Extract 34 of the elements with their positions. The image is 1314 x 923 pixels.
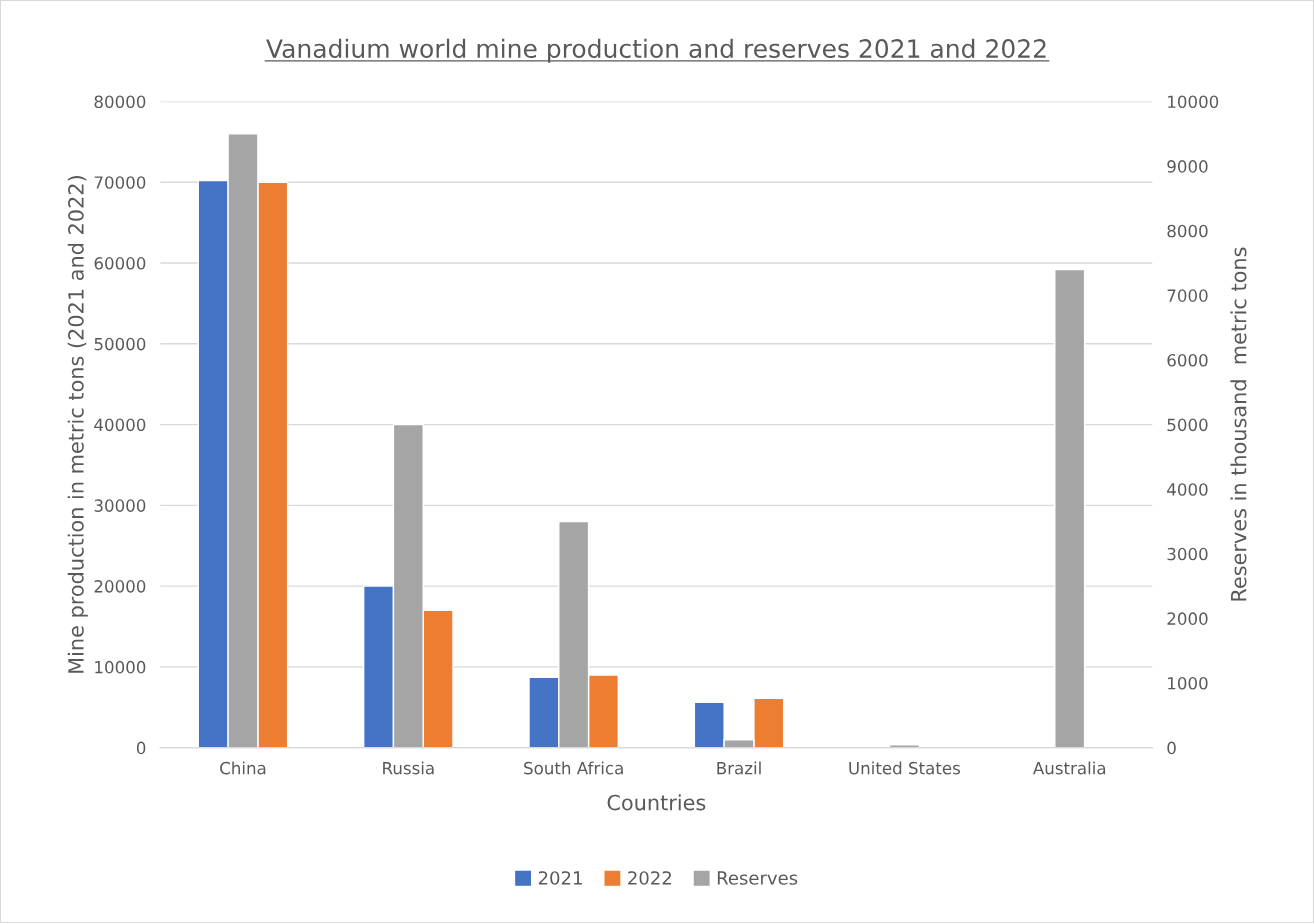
y-tick-label: 30000 [94, 499, 146, 512]
y-axis-title: Mine production in metric tons (2021 and 2022) [67, 176, 88, 673]
legend-label: Reserves [717, 871, 798, 885]
y2-tick-label: 2000 [1167, 612, 1208, 625]
legend-label: 2021 [538, 871, 582, 885]
y2-tick-label: 10000 [1168, 95, 1219, 109]
y2-tick-label: 3000 [1167, 547, 1208, 561]
y-tick-label: 0 [136, 741, 146, 755]
y-tick-label: 40000 [94, 418, 146, 432]
x-tick-label: United States [849, 761, 960, 775]
chart-title: Vanadium world mine production and reserves 2021 and 2022 [266, 38, 1046, 63]
x-tick-label: South Africa [524, 761, 623, 775]
y-tick-label: 80000 [94, 95, 146, 109]
y-tick-label: 70000 [94, 176, 146, 189]
x-axis-title: Countries [607, 794, 706, 811]
y2-tick-label: 0 [1167, 741, 1176, 755]
y2-tick-label: 1000 [1168, 676, 1208, 690]
y2-tick-label: 9000 [1167, 160, 1208, 173]
bar [1054, 268, 1086, 748]
y2-tick-label: 8000 [1167, 224, 1208, 238]
y-tick-label: 20000 [94, 580, 146, 593]
y2-tick-label: 6000 [1167, 353, 1208, 367]
x-tick-label: China [220, 761, 266, 775]
x-tick-label: Russia [383, 761, 434, 775]
y2-axis-title: Reserves in thousand metric tons [1230, 247, 1247, 601]
y-tick-label: 50000 [94, 337, 146, 351]
y2-tick-label: 5000 [1167, 418, 1208, 432]
x-tick-label: Brazil [717, 761, 761, 775]
y2-tick-label: 4000 [1167, 483, 1208, 496]
y2-tick-label: 7000 [1167, 289, 1208, 302]
y-tick-label: 10000 [95, 660, 146, 674]
x-tick-label: Australia [1032, 761, 1106, 775]
y-tick-label: 60000 [94, 257, 146, 270]
legend-label: 2022 [628, 871, 671, 885]
